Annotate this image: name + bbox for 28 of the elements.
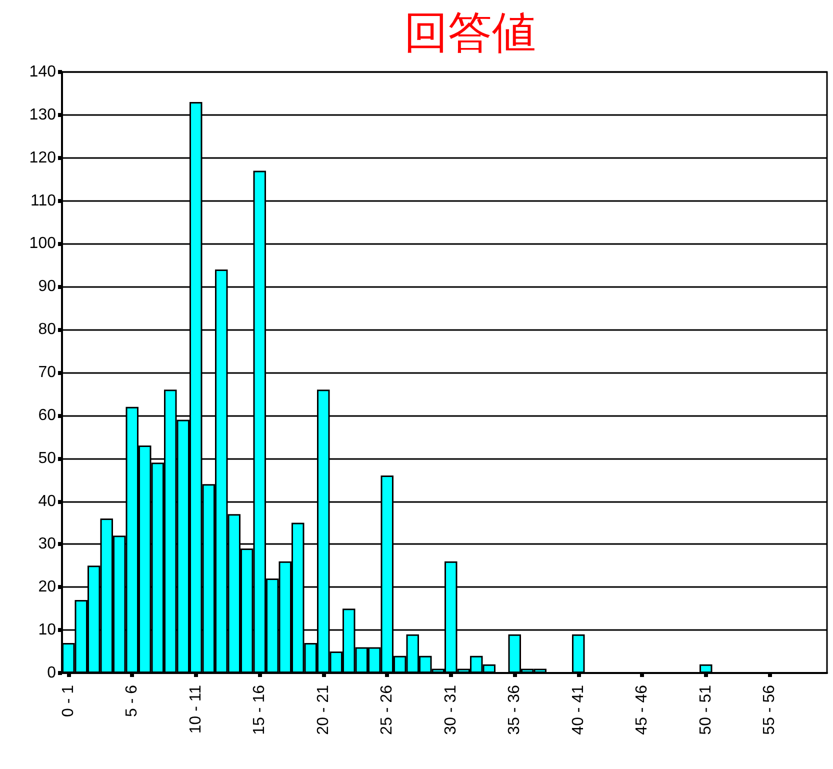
y-tick-label: 70: [38, 364, 56, 381]
y-tick-label: 60: [38, 406, 56, 424]
y-tick-label: 110: [30, 192, 56, 210]
x-tick-label: 20 - 21: [314, 684, 332, 735]
y-tick-label: 20: [38, 578, 56, 596]
y-tick-label: 10: [38, 622, 56, 639]
y-tick-label: 50: [38, 450, 56, 467]
x-tick-label: 0 - 1: [60, 684, 77, 718]
x-tick-label: 35 - 36: [506, 684, 524, 735]
x-tick-label: 40 - 41: [570, 684, 587, 735]
y-tick-label: 100: [29, 235, 56, 252]
y-tick-label: 0: [47, 664, 56, 682]
x-tick-label: 5 - 6: [124, 684, 141, 718]
y-tick-label: 40: [38, 492, 56, 510]
y-tick-label: 30: [38, 536, 56, 553]
x-tick-label: 25 - 26: [378, 684, 396, 735]
y-tick-label: 120: [29, 149, 56, 166]
x-tick-label: 10 - 11: [187, 684, 204, 734]
x-tick-label: 55 - 56: [761, 684, 778, 735]
y-tick-label: 130: [29, 106, 56, 124]
y-tick-label: 140: [29, 64, 56, 80]
x-tick-label: 50 - 51: [697, 684, 714, 735]
y-tick-label: 90: [38, 278, 56, 296]
x-tick-label: 15 - 16: [251, 684, 268, 735]
x-tick-label: 45 - 46: [634, 684, 651, 735]
x-tick-label: 30 - 31: [442, 684, 460, 735]
y-tick-label: 80: [38, 321, 56, 338]
chart-title: 回答値: [404, 8, 536, 58]
